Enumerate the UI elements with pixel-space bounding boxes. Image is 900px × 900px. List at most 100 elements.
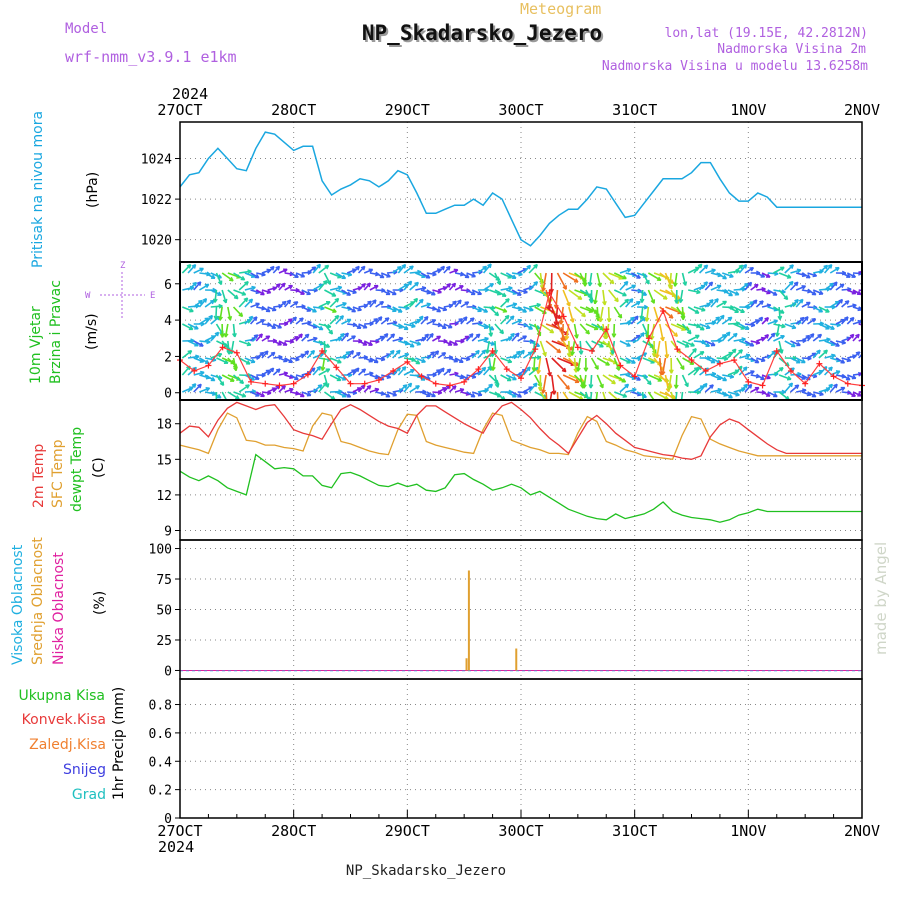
wind-arrow	[233, 374, 244, 385]
wind-arrow-head	[609, 281, 614, 285]
wind-arrow-head	[352, 335, 356, 340]
wind-arrow-head	[437, 291, 442, 294]
wind-arrow	[661, 357, 667, 376]
wind-arrow-head	[363, 283, 366, 288]
wind-arrow-head	[411, 325, 416, 329]
wind-arrow	[329, 297, 340, 308]
wind-arrow-head	[841, 342, 846, 345]
wind-arrow	[488, 323, 493, 337]
wind-arrow-head	[351, 350, 355, 355]
wind-arrow	[397, 384, 408, 393]
wind-arrow	[721, 316, 733, 325]
wind-arrow	[772, 367, 784, 376]
wind-arrow-head	[453, 283, 457, 288]
wind-arrow-head	[583, 367, 587, 372]
wind-arrow	[594, 289, 599, 304]
wind-arrow	[767, 289, 778, 296]
wind-arrow-head	[668, 316, 673, 319]
wind-arrow	[215, 374, 225, 386]
wind-arrow	[409, 340, 421, 346]
wind-arrow	[346, 369, 356, 376]
wind-arrow	[250, 374, 260, 380]
wind-arrow-head	[320, 366, 324, 371]
wind-arrow	[829, 340, 840, 347]
wind-arrow-head	[266, 350, 269, 356]
x-tick-label-top: 29OCT	[385, 101, 430, 119]
wind-arrow-head	[549, 288, 553, 293]
wind-arrow-head	[490, 283, 495, 288]
wind-arrow-head	[272, 266, 275, 271]
wind-arrow-head	[410, 265, 414, 271]
wind-arrow	[807, 391, 817, 398]
wind-arrow-head	[717, 285, 722, 290]
wind-arrow-head	[722, 315, 725, 320]
wind-arrow	[676, 357, 685, 370]
wind-arrow-head	[716, 298, 719, 303]
wind-arrow	[619, 268, 632, 274]
wind-arrow	[739, 354, 751, 359]
wind-arrow-head	[233, 297, 239, 300]
wind-arrow-head	[604, 334, 607, 339]
wind-arrow-head	[261, 352, 265, 357]
wind-arrow	[375, 301, 384, 308]
wind-arrow	[636, 332, 645, 342]
wind-arrow-head	[442, 266, 445, 271]
wind-arrow-head	[579, 384, 584, 389]
wind-arrow	[187, 323, 199, 330]
wind-arrow	[528, 366, 539, 376]
wind-arrow-head	[239, 381, 244, 385]
wind-arrow-head	[295, 301, 299, 306]
wind-arrow	[369, 357, 379, 364]
wind-arrow-head	[357, 352, 361, 357]
wind-arrow-head	[212, 298, 216, 303]
wind-arrow-head	[627, 268, 632, 273]
wind-arrow	[221, 374, 235, 382]
wind-arrow	[656, 340, 661, 359]
wind-arrow	[679, 289, 684, 303]
wind-arrow	[716, 272, 727, 280]
wind-arrow-head	[363, 305, 368, 309]
wind-arrow	[835, 318, 846, 325]
wind-arrow-head	[194, 282, 198, 287]
wind-arrow-head	[442, 367, 445, 373]
wind-arrow-head	[326, 301, 331, 306]
wind-arrow	[824, 323, 835, 330]
wind-arrow	[380, 333, 389, 342]
wind-arrow	[841, 300, 850, 308]
wind-arrow-head	[632, 388, 637, 393]
y-tick-label: 50	[156, 604, 172, 619]
model-name: wrf-nmm_v3.9.1 e1km	[65, 48, 237, 66]
wind-arrow	[517, 306, 527, 313]
wind-arrow	[216, 357, 229, 364]
wind-arrow-head	[627, 322, 632, 326]
wind-arrow	[324, 306, 337, 313]
wind-arrow	[789, 384, 800, 393]
wind-arrow-head	[728, 331, 731, 337]
wind-arrow	[386, 271, 398, 274]
wind-arrow-head	[454, 301, 457, 306]
wind-arrow	[511, 319, 522, 325]
wind-arrow	[812, 306, 823, 313]
wind-arrow	[193, 340, 204, 347]
wind-arrow	[693, 385, 705, 393]
y-tick-label: 12	[156, 489, 172, 504]
wind-arrow	[795, 285, 806, 291]
wind-arrow	[738, 282, 749, 291]
wind-arrow	[210, 305, 223, 308]
wind-arrow-head	[306, 334, 310, 339]
wind-arrow	[710, 284, 722, 291]
station-title-shadow: NP_Skadarsko_Jezero	[364, 23, 604, 47]
wind-arrow	[556, 272, 567, 290]
wind-arrow	[613, 357, 620, 371]
wind-arrow-head	[507, 298, 510, 303]
wind-arrow-head	[518, 319, 523, 324]
wind-arrow	[505, 272, 517, 279]
wind-arrow-head	[437, 369, 441, 374]
wind-arrow	[238, 357, 251, 365]
wind-arrow-head	[375, 340, 380, 344]
wind-arrow-head	[797, 269, 802, 274]
wind-arrow	[409, 357, 421, 365]
wind-arrow-head	[392, 333, 396, 339]
wind-arrow-head	[465, 358, 471, 362]
wind-arrow-head	[223, 333, 227, 338]
